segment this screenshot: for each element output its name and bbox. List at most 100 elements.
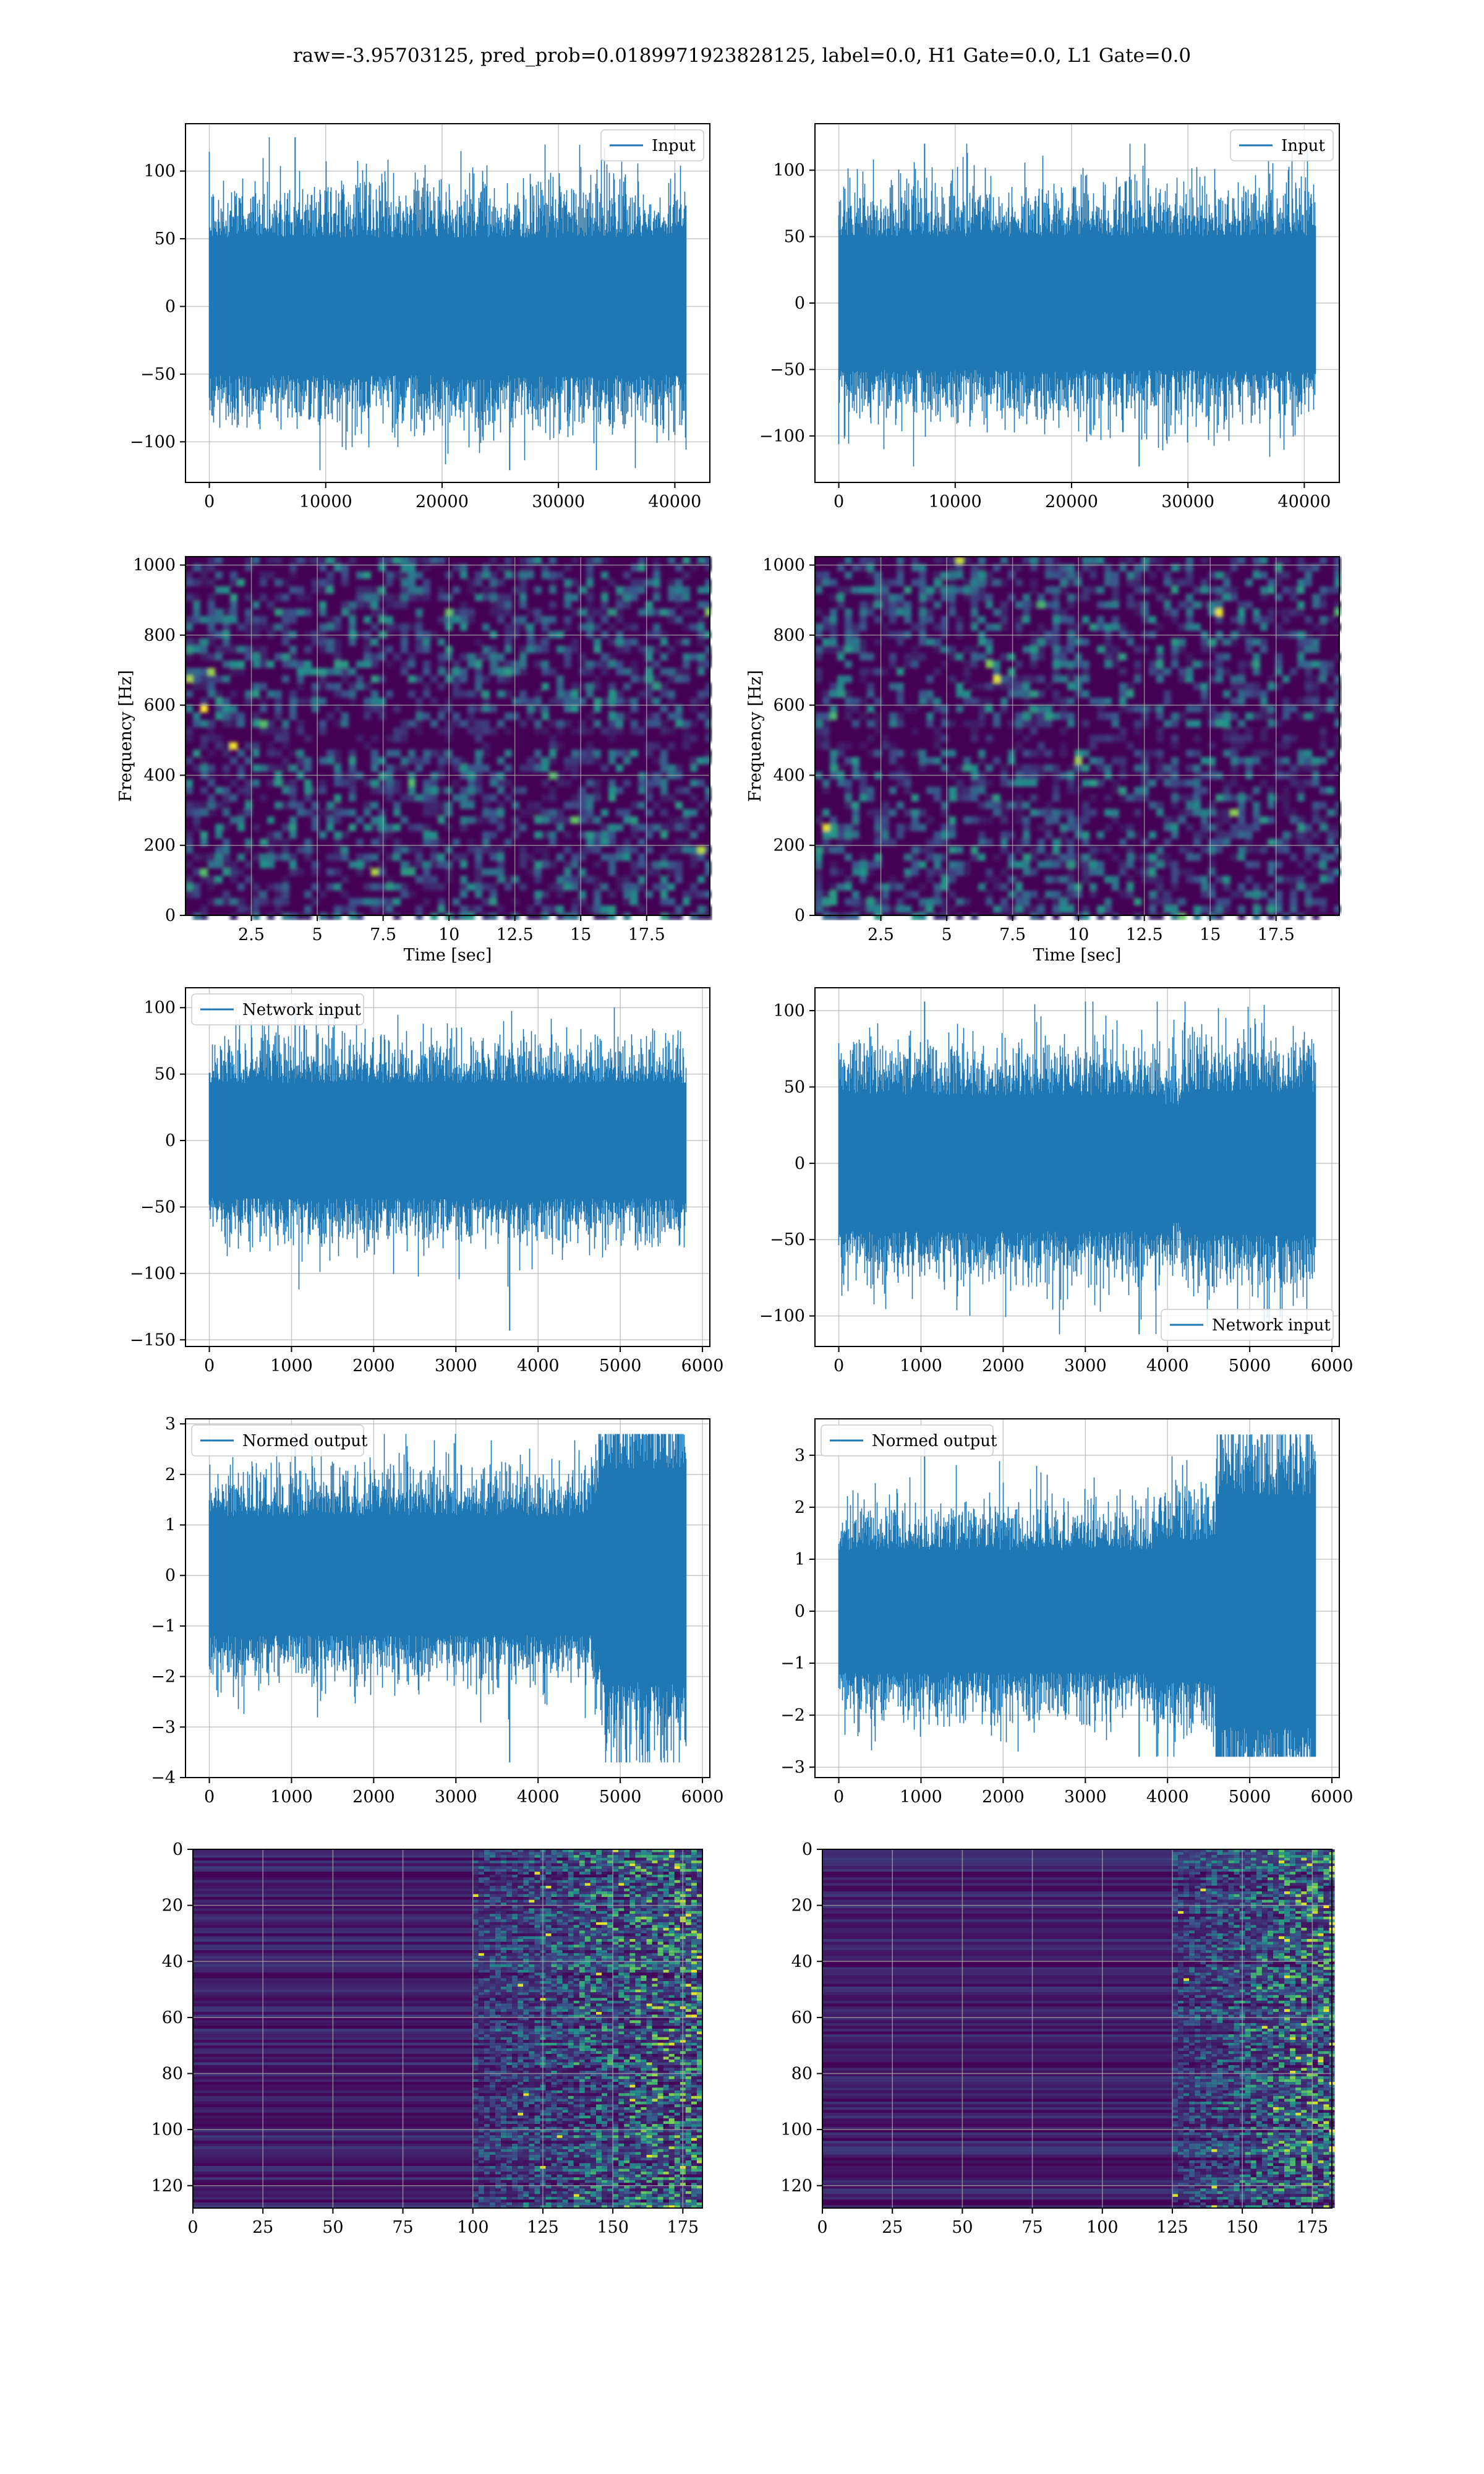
spec-h1-cell-group-190 <box>252 720 260 727</box>
norm-h1-ytick-label-7: 3 <box>165 1415 176 1434</box>
spec-l1-cell-group-92 <box>1112 579 1119 586</box>
input-h1-xtick-label-4: 40000 <box>648 492 701 511</box>
input-l1-frame <box>814 123 1340 483</box>
emb-h1-cell-group-399 <box>652 2073 658 2077</box>
emb-l1-cell-group-318 <box>1312 1975 1318 1979</box>
spec-h1-cell-group-194 <box>200 742 208 750</box>
norm-l1-legend: Normed output <box>821 1424 997 1457</box>
emb-h1-cell-group-418 <box>691 2138 697 2141</box>
net-l1-xtick-label-4: 4000 <box>1146 1356 1189 1376</box>
emb-l1-cell-group-308 <box>1222 1967 1229 1970</box>
emb-l1-cell-group-248 <box>1295 1916 1302 1920</box>
spec-h1-cell-group-15 <box>393 557 401 564</box>
input-l1-ytick-label-2: 0 <box>795 294 805 313</box>
emb-l1-xtick-label-1: 25 <box>882 2218 903 2237</box>
emb-l1-cell-group-403 <box>1312 2196 1318 2200</box>
spec-l1-cell-group-218 <box>815 854 822 861</box>
emb-l1-cell-group-377 <box>1290 2099 1296 2102</box>
norm-h1-xtick-label-3: 3000 <box>435 1787 477 1807</box>
emb-h1-cell-group-300 <box>696 1933 702 1937</box>
spec-l1-cell-group-186 <box>993 675 1000 683</box>
chart-input-h1: 0 10000 20000 30000 40000 −100 −50 0 50 100 Input <box>130 123 710 511</box>
emb-l1-cell-group-114 <box>822 1866 1329 2175</box>
norm-h1-ytick-label-3: −1 <box>151 1617 176 1636</box>
norm-h1-legend: Normed output <box>191 1424 368 1457</box>
spec-l1-cell-group-197 <box>1023 713 1030 720</box>
spec-h1-xtick-label-0: 2.5 <box>238 925 265 944</box>
emb-h1-cell-group-361 <box>696 1995 702 1998</box>
spec-l1-cell-group-53 <box>1186 564 1193 571</box>
input-h1-ytick-label-1: −50 <box>140 365 176 384</box>
spec-h1-cell-group-148 <box>705 609 712 616</box>
emb-l1-cell-group-355 <box>1245 2034 1251 2037</box>
spec-h1-cell-group-210 <box>467 787 475 794</box>
emb-h1-cell-group-275 <box>663 1914 669 1917</box>
emb-h1-xtick-label-7: 175 <box>667 2218 699 2237</box>
emb-h1-cell-group-227 <box>545 1891 552 1894</box>
emb-l1-cell-group-382 <box>1318 2107 1335 2127</box>
norm-l1-frame <box>814 1418 1340 1778</box>
emb-l1-ytick-label-4: 80 <box>791 2065 812 2084</box>
input-h1-xtick-label-0: 0 <box>204 492 215 511</box>
emb-l1-cell-group-397 <box>1261 2180 1268 2183</box>
emb-h1-cell-group-422 <box>691 2152 697 2155</box>
spec-l1-xtick-label-3: 10 <box>1068 925 1089 944</box>
emb-l1-cell-group-276 <box>1318 1939 1324 1942</box>
emb-l1-cell-group-390 <box>1284 2149 1290 2152</box>
spec-l1-cell-group-192 <box>971 698 978 705</box>
emb-h1-cell-group-419 <box>568 2143 619 2149</box>
emb-h1-cell-group-390 <box>657 2042 663 2046</box>
emb-h1-xtick-label-6: 150 <box>597 2218 629 2237</box>
emb-h1-ytick-label-2: 40 <box>162 1952 183 1971</box>
emb-h1-cell-group-276 <box>685 1914 691 1917</box>
spec-l1-xtick-label-1: 5 <box>941 925 952 944</box>
emb-l1-cell-group-349 <box>1301 2022 1307 2026</box>
emb-l1-cell-group-376 <box>1295 2095 1302 2099</box>
net-h1-ytick-label-0: −150 <box>130 1330 176 1350</box>
emb-h1-cell-group-378 <box>668 2029 675 2032</box>
emb-h1-cell-group-315 <box>646 1941 702 2197</box>
emb-l1-cell-group-385 <box>1279 2141 1285 2144</box>
emb-h1-cell-group-50 <box>193 1852 702 2200</box>
norm-l1-xtick-label-5: 5000 <box>1229 1787 1271 1807</box>
spec-h1-cell-group-215 <box>200 868 208 876</box>
input-l1-xtick-label-4: 40000 <box>1277 492 1331 511</box>
emb-l1-cell-group-271 <box>1318 1936 1324 1940</box>
emb-l1-cell-group-341 <box>1211 2009 1217 2012</box>
spec-h1-cell-group-177 <box>208 668 215 675</box>
net-h1-legend-label: Network input <box>242 1001 361 1019</box>
input-h1-legend: Input <box>600 129 704 161</box>
emb-l1-cell-group-375 <box>1307 2090 1313 2094</box>
emb-l1-xtick-label-6: 150 <box>1226 2218 1258 2237</box>
chart-input-l1: 0 10000 20000 30000 40000 −100 −50 0 50 100 Input <box>759 123 1340 511</box>
spec-h1-cell-group-207 <box>690 779 697 787</box>
emb-h1-cell-group-356 <box>691 1987 697 1990</box>
emb-l1-cell-group-109 <box>1172 1863 1324 2186</box>
emb-l1-cell-group-351 <box>1211 2026 1217 2029</box>
net-h1-xtick-label-6: 6000 <box>681 1356 724 1376</box>
emb-h1-cell-group-123 <box>691 1860 697 1864</box>
emb-h1-cell-group-311 <box>629 1939 636 1942</box>
norm-h1-ytick-label-4: 0 <box>165 1566 176 1585</box>
emb-l1-cell-group-55 <box>1178 1855 1324 2191</box>
emb-h1-ytick-label-4: 80 <box>162 2065 183 2084</box>
net-l1-xtick-label-2: 2000 <box>982 1356 1025 1376</box>
emb-h1-cell-group-434 <box>646 2205 652 2209</box>
emb-h1-cell-group-392 <box>668 2059 675 2063</box>
emb-h1-cell-group-415 <box>573 2135 579 2138</box>
emb-l1-xtick-label-0: 0 <box>817 2218 827 2237</box>
spec-h1-cell-group-58 <box>223 571 683 920</box>
input-l1-legend-label: Input <box>1281 137 1325 155</box>
emb-l1-ytick-label-3: 60 <box>791 2008 812 2027</box>
emb-h1-cell-group-424 <box>696 2160 702 2164</box>
emb-h1-cell-group-342 <box>641 1964 647 1967</box>
spec-l1-xtick-label-0: 2.5 <box>868 925 894 944</box>
spec-l1-cell-group-223 <box>1179 913 1186 920</box>
emb-l1-cell-group-303 <box>822 1961 1313 2206</box>
spec-l1-cell-group-198 <box>1030 720 1045 735</box>
net-h1-ytick-label-4: 50 <box>155 1065 176 1084</box>
spec-h1-cell-group-182 <box>186 675 193 683</box>
spec-l1-ytick-label-5: 1000 <box>762 556 805 575</box>
emb-l1-cell-group-394 <box>1318 2160 1324 2164</box>
emb-l1-xtick-label-3: 75 <box>1021 2218 1043 2237</box>
